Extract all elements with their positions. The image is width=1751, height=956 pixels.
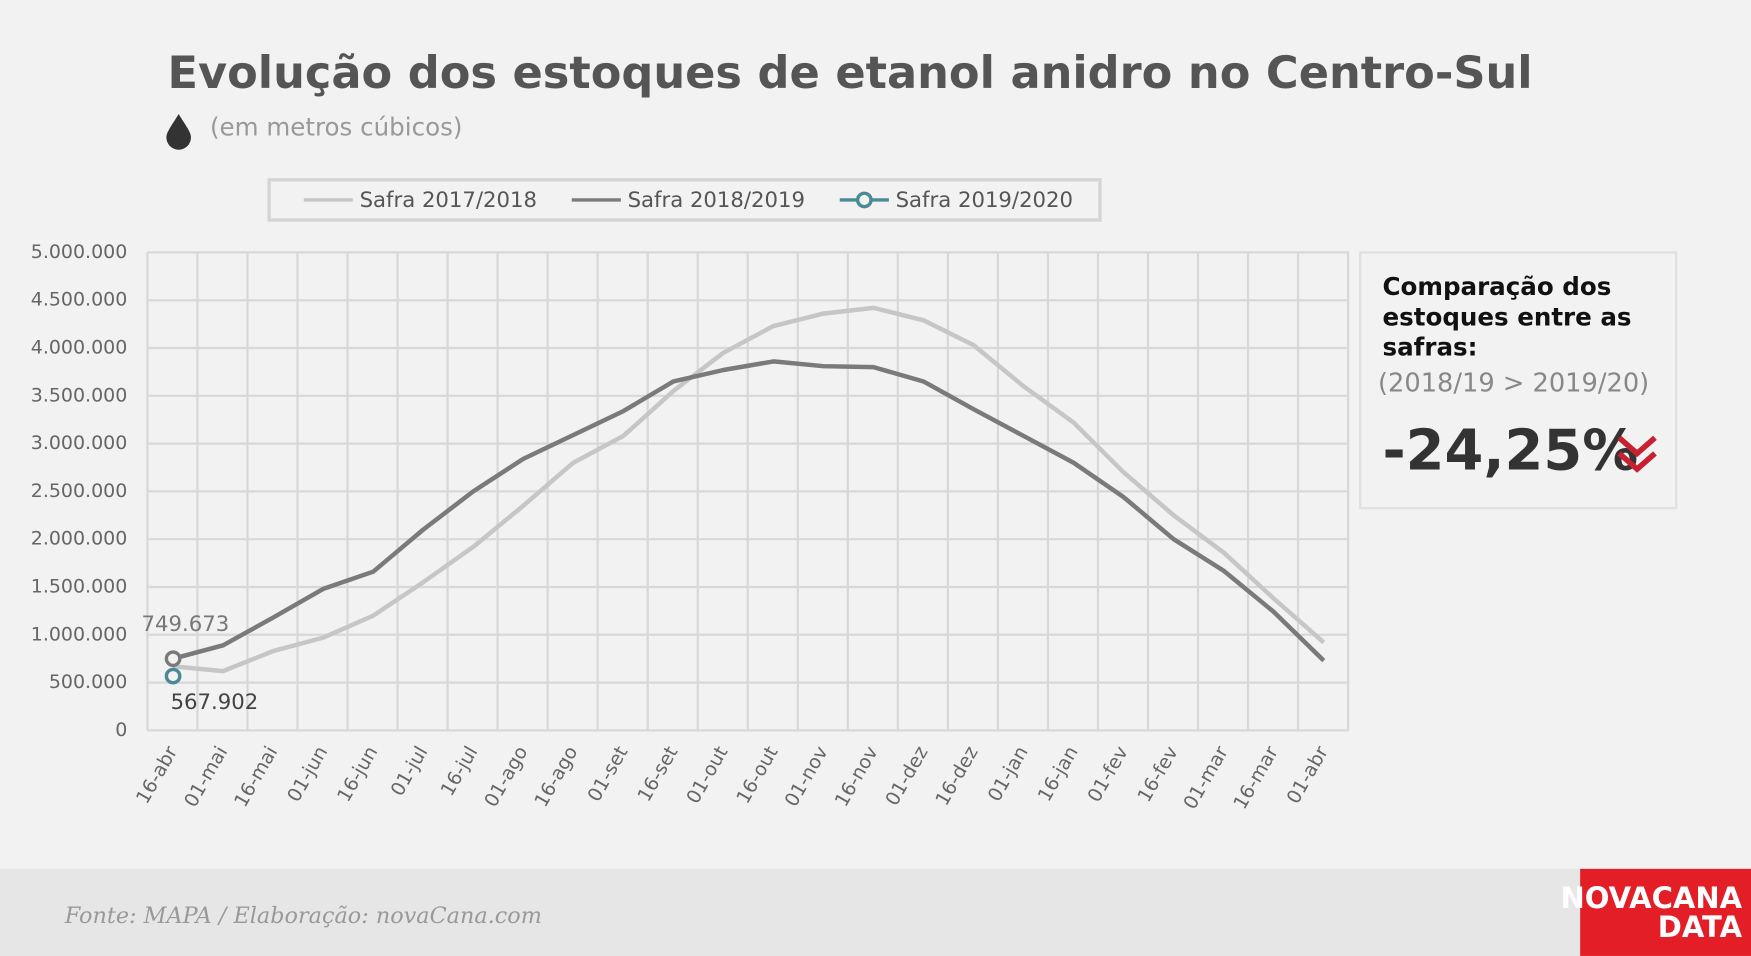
logo: DATA	[1658, 910, 1743, 944]
legend-label: Safra 2019/2020	[896, 188, 1073, 213]
y-tick-label: 3.000.000	[31, 432, 128, 454]
legend-label: Safra 2018/2019	[628, 188, 805, 213]
y-tick-label: 2.000.000	[31, 528, 128, 550]
y-tick-label: 1.000.000	[31, 623, 128, 645]
panel-box	[1359, 251, 1678, 510]
chart-title: Evolução dos estoques de etanol anidro n…	[168, 47, 1533, 99]
point	[164, 650, 182, 668]
panel-title: estoques entre as	[1382, 302, 1631, 331]
panel-value: -24,25%	[1382, 419, 1638, 484]
footer	[0, 868, 1751, 956]
drop-icon	[166, 113, 191, 150]
y-tick-label: 3.500.000	[31, 384, 128, 406]
legend-label: Safra 2017/2018	[360, 188, 537, 213]
series-line	[172, 305, 1326, 674]
chart-subtitle: (em metros cúbicos)	[210, 112, 463, 141]
logo: NOVACANA	[1560, 881, 1742, 915]
y-tick-label: 2.500.000	[31, 480, 128, 502]
series-line	[172, 359, 1326, 663]
y-tick-label: 4.000.000	[31, 337, 128, 359]
point	[164, 667, 182, 685]
y-tick-label: 4.500.000	[31, 289, 128, 311]
source: Fonte: MAPA / Elaboração: novaCana.com	[64, 903, 542, 929]
y-tick-label: 500.000	[49, 671, 127, 693]
legend-marker	[855, 191, 873, 209]
data-label: 749.673	[142, 612, 230, 637]
down-icon	[1617, 435, 1657, 473]
panel-title: Comparação dos	[1382, 272, 1611, 301]
panel-title: safras:	[1382, 332, 1477, 361]
legend-box	[267, 178, 1102, 222]
logo-box	[1580, 868, 1751, 956]
data-label: 567.902	[171, 690, 259, 715]
y-tick-label: 1.500.000	[31, 575, 128, 597]
panel-subtitle: (2018/19 > 2019/20)	[1378, 369, 1649, 399]
y-tick-label: 5.000.000	[31, 241, 128, 263]
y-tick-label: 0	[115, 719, 127, 741]
